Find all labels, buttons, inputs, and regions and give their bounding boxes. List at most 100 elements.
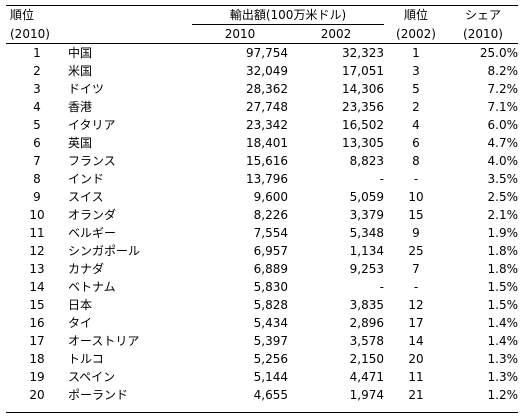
cell-country: オーストリア bbox=[68, 334, 140, 348]
cell-rank-2002: 11 bbox=[408, 370, 424, 384]
cell-export-2010: 23,342 bbox=[246, 118, 288, 132]
cell-share-2010: 1.2% bbox=[487, 388, 519, 402]
cell-rank-2010: 12 bbox=[29, 244, 45, 258]
cell-rank-2002: 8 bbox=[412, 154, 420, 168]
cell-rank-2002: 5 bbox=[412, 82, 420, 96]
cell-country: 香港 bbox=[68, 100, 93, 114]
cell-country: スイス bbox=[68, 190, 104, 204]
table-row: 1 中国 97,754 32,323 1 25.0% bbox=[6, 44, 518, 63]
cell-share-2010: 8.2% bbox=[487, 64, 519, 78]
cell-export-2010: 6,957 bbox=[253, 244, 288, 258]
cell-rank-2010: 8 bbox=[33, 172, 41, 186]
cell-export-2010: 32,049 bbox=[246, 64, 288, 78]
table-row: 8 インド 13,796 - - 3.5% bbox=[6, 170, 518, 188]
cell-rank-2010: 19 bbox=[29, 370, 45, 384]
table-row: 11 ベルギー 7,554 5,348 9 1.9% bbox=[6, 224, 518, 242]
cell-export-2002: 13,305 bbox=[342, 136, 384, 150]
cell-export-2002: 8,823 bbox=[349, 154, 384, 168]
cell-country: カナダ bbox=[68, 262, 105, 276]
cell-rank-2002: 2 bbox=[412, 100, 420, 114]
cell-export-2010: 5,434 bbox=[253, 316, 288, 330]
cell-rank-2002: 25 bbox=[408, 244, 424, 258]
cell-country: 米国 bbox=[68, 64, 93, 78]
cell-rank-2002: 14 bbox=[408, 334, 424, 348]
cell-share-2010: 1.5% bbox=[487, 280, 519, 294]
cell-rank-2002: 4 bbox=[412, 118, 420, 132]
cell-rank-2010: 3 bbox=[33, 82, 41, 96]
cell-country: 中国 bbox=[68, 46, 93, 60]
cell-share-2010: 1.4% bbox=[487, 334, 519, 348]
cell-share-2010: 4.7% bbox=[487, 136, 519, 150]
header-col-2002: 2002 bbox=[288, 24, 384, 44]
cell-export-2010: 97,754 bbox=[246, 46, 288, 60]
cell-export-2010: 5,397 bbox=[253, 334, 288, 348]
cell-export-2002: 3,578 bbox=[349, 334, 384, 348]
cell-share-2010: 7.1% bbox=[487, 100, 519, 114]
cell-rank-2010: 10 bbox=[29, 208, 45, 222]
cell-export-2010: 8,226 bbox=[253, 208, 288, 222]
cell-share-2010: 7.2% bbox=[487, 82, 519, 96]
cell-export-2010: 13,796 bbox=[246, 172, 288, 186]
cell-rank-2010: 9 bbox=[33, 190, 41, 204]
cell-export-2002: 17,051 bbox=[342, 64, 384, 78]
bottom-rule bbox=[6, 412, 518, 413]
cell-rank-2010: 11 bbox=[29, 226, 45, 240]
cell-rank-2002: 10 bbox=[408, 190, 424, 204]
cell-share-2010: 1.3% bbox=[487, 370, 519, 384]
cell-share-2010: 2.5% bbox=[487, 190, 519, 204]
cell-country: 英国 bbox=[68, 136, 93, 150]
cell-rank-2010: 2 bbox=[33, 64, 41, 78]
cell-export-2010: 4,655 bbox=[253, 388, 288, 402]
cell-share-2010: 1.8% bbox=[487, 262, 519, 276]
cell-rank-2002: 15 bbox=[408, 208, 424, 222]
cell-rank-2010: 7 bbox=[33, 154, 41, 168]
cell-export-2002: 5,348 bbox=[349, 226, 384, 240]
header-col-2010: 2010 bbox=[192, 24, 288, 44]
cell-export-2002: - bbox=[379, 280, 384, 294]
cell-export-2010: 18,401 bbox=[246, 136, 288, 150]
cell-share-2010: 1.8% bbox=[487, 244, 519, 258]
cell-country: フランス bbox=[68, 154, 116, 168]
header-export-group-label: 輸出額(100万米ドル) bbox=[192, 6, 384, 25]
header-rank2002-label: 順位 bbox=[403, 8, 428, 23]
cell-export-2002: 3,379 bbox=[349, 208, 384, 222]
header-share-year: (2010) bbox=[448, 24, 518, 44]
cell-export-2010: 6,889 bbox=[253, 262, 288, 276]
table-row: 13 カナダ 6,889 9,253 7 1.8% bbox=[6, 260, 518, 278]
cell-export-2010: 27,748 bbox=[246, 100, 288, 114]
table-row: 4 香港 27,748 23,356 2 7.1% bbox=[6, 98, 518, 116]
cell-share-2010: 4.0% bbox=[487, 154, 519, 168]
cell-export-2002: 23,356 bbox=[342, 100, 384, 114]
cell-rank-2010: 5 bbox=[33, 118, 41, 132]
cell-rank-2010: 14 bbox=[29, 280, 45, 294]
cell-rank-2010: 17 bbox=[29, 334, 45, 348]
table-row: 19 スペイン 5,144 4,471 11 1.3% bbox=[6, 368, 518, 386]
table-row: 14 ベトナム 5,830 - - 1.5% bbox=[6, 278, 518, 296]
cell-export-2002: 5,059 bbox=[349, 190, 384, 204]
table-row: 3 ドイツ 28,362 14,306 5 7.2% bbox=[6, 80, 518, 98]
table-row: 20 ポーランド 4,655 1,974 21 1.2% bbox=[6, 386, 518, 404]
cell-country: ドイツ bbox=[68, 82, 105, 96]
cell-export-2010: 7,554 bbox=[253, 226, 288, 240]
cell-rank-2010: 1 bbox=[33, 46, 41, 60]
cell-rank-2010: 20 bbox=[29, 388, 45, 402]
cell-share-2010: 25.0% bbox=[479, 46, 518, 60]
cell-export-2002: 4,471 bbox=[349, 370, 384, 384]
cell-export-2002: - bbox=[379, 172, 384, 186]
table-row: 10 オランダ 8,226 3,379 15 2.1% bbox=[6, 206, 518, 224]
cell-rank-2002: 21 bbox=[408, 388, 424, 402]
cell-export-2010: 5,830 bbox=[253, 280, 288, 294]
cell-rank-2002: 3 bbox=[412, 64, 420, 78]
cell-share-2010: 1.9% bbox=[487, 226, 519, 240]
cell-export-2002: 32,323 bbox=[342, 46, 384, 60]
cell-rank-2002: 1 bbox=[412, 46, 420, 60]
cell-share-2010: 1.5% bbox=[487, 298, 519, 312]
cell-share-2010: 2.1% bbox=[487, 208, 519, 222]
cell-export-2010: 9,600 bbox=[253, 190, 288, 204]
export-ranking-table: 順位 輸出額(100万米ドル) 順位 シェア (2010) 2010 2002 … bbox=[6, 6, 518, 404]
table-row: 16 タイ 5,434 2,896 17 1.4% bbox=[6, 314, 518, 332]
table-row: 2 米国 32,049 17,051 3 8.2% bbox=[6, 62, 518, 80]
cell-export-2010: 15,616 bbox=[246, 154, 288, 168]
cell-rank-2002: 9 bbox=[412, 226, 420, 240]
cell-country: トルコ bbox=[68, 352, 104, 366]
